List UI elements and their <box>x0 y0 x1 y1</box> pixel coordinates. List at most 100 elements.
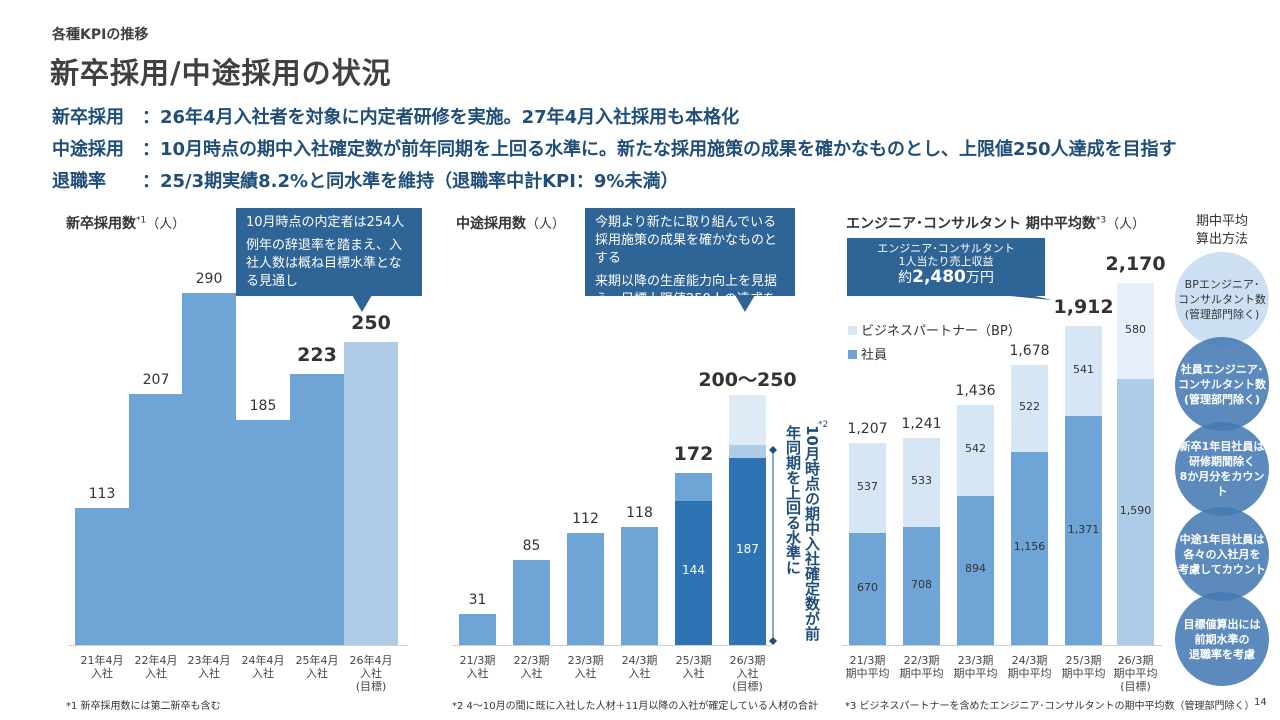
method-circle: BPエンジニア･ コンサルタント数 (管理部門除く) <box>1175 252 1269 346</box>
value-label: 118 <box>626 505 653 521</box>
employee-label: 1,156 <box>1013 540 1046 554</box>
annotation-sup: *2 <box>818 420 829 430</box>
chart3-unit: （人） <box>1106 217 1146 232</box>
value-label: 172 <box>673 443 714 465</box>
value-label: 185 <box>249 398 277 415</box>
chart2-callout: 今期より新たに取り組んでいる採用施策の成果を確かなものとする 来期以降の生産能力… <box>585 208 795 325</box>
callout-prefix: 約 <box>898 270 913 286</box>
callout-line1: 今期より新たに取り組んでいる採用施策の成果を確かなものとする <box>595 215 778 266</box>
category-label: 22年4月 入社 <box>134 654 178 680</box>
headline-text: ：25/3期実績8.2%と同水準を維持（退職率中計KPI：9%未満） <box>142 171 679 192</box>
headline-mid-career: 中途採用 ：10月時点の期中入社確定数が前年同期を上回る水準に。新たな採用施策の成… <box>52 135 1177 161</box>
chart1-title-text: 新卒採用数 <box>66 216 136 232</box>
category-label: 23/3期 期中平均 <box>953 654 998 680</box>
category-label: 24/3期 期中平均 <box>1007 654 1052 680</box>
employee-label: 1,371 <box>1067 522 1100 536</box>
bar <box>459 614 496 645</box>
bar-employee <box>1065 416 1102 645</box>
x-axis <box>452 645 772 646</box>
bar-remaining <box>675 473 712 501</box>
breadcrumb: 各種KPIの推移 <box>52 27 149 43</box>
chart1-unit: （人） <box>146 217 186 232</box>
bar-bp <box>1011 364 1048 452</box>
total-label: 1,207 <box>847 421 888 438</box>
category-label: 21年4月 入社 <box>80 654 124 680</box>
value-label: 200〜250 <box>698 369 797 391</box>
bar-confirmed <box>675 501 712 645</box>
chart2-callout-pointer <box>735 295 755 312</box>
method-circle: 社員エンジニア･ コンサルタント数 (管理部門除く) <box>1175 337 1269 431</box>
category-label: 26/3期 期中平均 (目標) <box>1113 654 1158 693</box>
category-label: 25/3期 入社 <box>675 654 712 680</box>
chart2-annotation: 10月時点の期中入社確定数が前年同期を上回る水準に <box>783 425 821 655</box>
employee-label: 894 <box>965 562 986 576</box>
chart2-title-text: 中途採用数 <box>456 216 526 232</box>
bar <box>513 560 550 645</box>
bracket-bottom-diamond <box>769 637 777 645</box>
total-label: 1,241 <box>901 415 942 432</box>
bar-bp <box>957 405 994 496</box>
headline-key: 中途採用 <box>52 139 124 160</box>
callout-suffix: 万円 <box>965 270 994 286</box>
bar <box>621 527 658 645</box>
bar-employee <box>957 495 994 645</box>
employee-label: 1,590 <box>1119 504 1152 518</box>
chart1-title: 新卒採用数*1（人） <box>66 213 185 233</box>
legend-employee: 社員 <box>848 344 887 363</box>
chart1-title-sup: *1 <box>136 215 147 226</box>
bp-label: 580 <box>1125 323 1146 337</box>
method-circle: 目標値算出には 前期水準の 退職率を考慮 <box>1175 592 1269 686</box>
callout-line1: エンジニア･コンサルタント <box>877 242 1015 255</box>
footnote-3: *3 ビジネスパートナーを含めたエンジニア･コンサルタントの期中平均数（管理部門… <box>845 701 1255 712</box>
bar <box>567 533 604 645</box>
chart2-title: 中途採用数（人） <box>456 213 565 233</box>
bar-bp <box>1117 282 1154 380</box>
headline-text: ：26年4月入社者を対象に内定者研修を実施。27年4月入社採用も本格化 <box>142 107 740 128</box>
bar-employee <box>1117 379 1154 645</box>
x-axis <box>842 645 1162 646</box>
category-label: 22/3期 入社 <box>513 654 550 680</box>
headline-turnover: 退職率 ：25/3期実績8.2%と同水準を維持（退職率中計KPI：9%未満） <box>52 167 678 193</box>
bar-employee <box>903 526 940 645</box>
callout-revenue: 約2,480万円 <box>847 269 1045 286</box>
total-label: 1,912 <box>1053 295 1114 318</box>
footnote-2: *2 4〜10月の間に既に入社した人材＋11月以降の入社が確定している人材の合計 <box>452 701 819 712</box>
legend-swatch-employee <box>848 350 857 359</box>
callout-line2: 来期以降の生産能力向上を見据え、目標上限値250人の達成を目指す <box>595 274 778 325</box>
bar <box>236 420 290 645</box>
callout-value: 2,480 <box>912 267 966 287</box>
category-label: 25年4月 入社 <box>295 654 339 680</box>
bar <box>344 341 398 645</box>
method-title: 期中平均 算出方法 <box>1195 214 1248 247</box>
category-label: 23年4月 入社 <box>187 654 231 680</box>
chart1-callout-pointer <box>352 295 372 312</box>
x-axis <box>68 645 408 646</box>
value-label: 290 <box>195 270 223 287</box>
category-label: 22/3期 期中平均 <box>899 654 944 680</box>
legend-label: 社員 <box>861 348 888 363</box>
annotation-text: 10月時点の期中入社確定数が前年同期を上回る水準に <box>784 425 821 641</box>
bar <box>75 507 129 645</box>
value-label: 113 <box>88 485 116 502</box>
bar-bp <box>1065 325 1102 417</box>
headline-key: 退職率 <box>52 171 106 192</box>
method-circle: 新卒1年目社員は 研修期間除く 8か月分をカウント <box>1175 422 1269 516</box>
bp-label: 533 <box>911 474 932 488</box>
headline-key: 新卒採用 <box>52 107 124 128</box>
category-label: 21/3期 入社 <box>459 654 496 680</box>
value-label: 207 <box>142 371 170 388</box>
employee-label: 670 <box>857 581 878 595</box>
chart3-title-text: エンジニア･コンサルタント 期中平均数 <box>846 216 1096 232</box>
category-label: 24年4月 入社 <box>241 654 285 680</box>
chart1-callout: 10月時点の内定者は254人 例年の辞退率を踏まえ、入社人数は概ね目標水準となる… <box>236 208 422 296</box>
bar-target-low <box>729 445 766 458</box>
chart2-unit: （人） <box>526 217 566 232</box>
callout-line2: 1人当たり売上収益 <box>898 255 994 268</box>
method-circle: 中途1年目社員は 各々の入社月を 考慮してカウント <box>1175 507 1269 601</box>
headline-text: ：10月時点の期中入社確定数が前年同期を上回る水準に。新たな採用施策の成果を確か… <box>142 139 1177 160</box>
category-label: 21/3期 期中平均 <box>845 654 890 680</box>
bp-label: 542 <box>965 442 986 456</box>
value-label: 250 <box>351 311 391 334</box>
legend-label: ビジネスパートナー（BP） <box>861 324 1021 339</box>
chart3-callout-pointer <box>1010 296 1052 300</box>
